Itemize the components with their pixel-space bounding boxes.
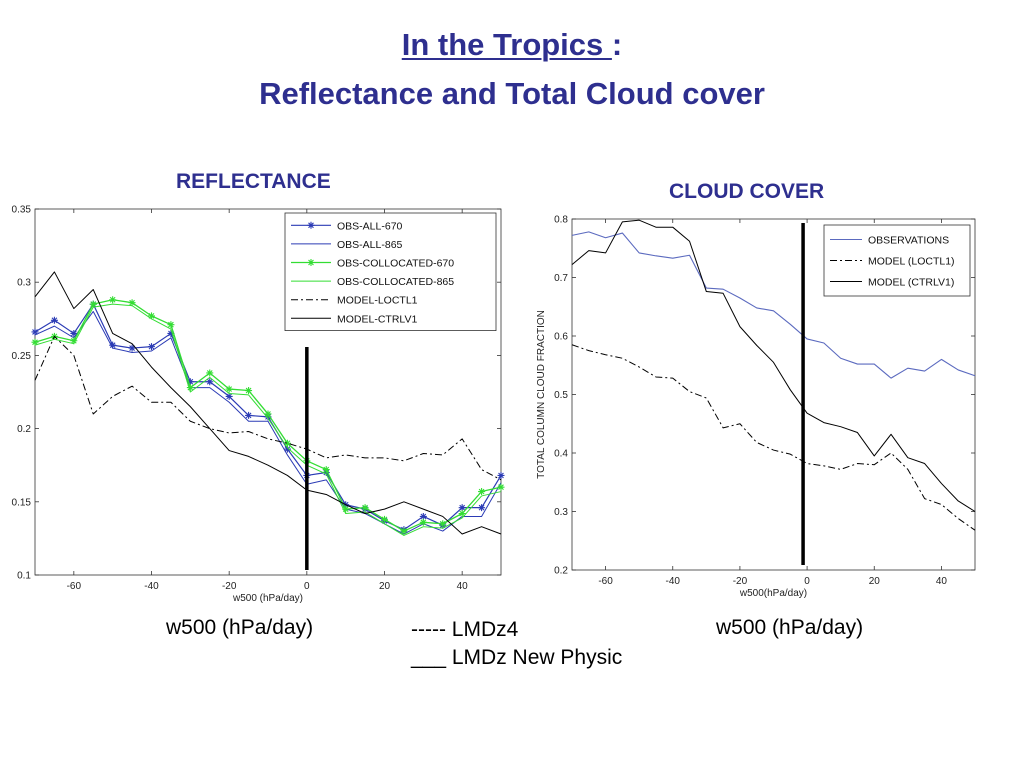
- chart0-y-tick-label: 0.2: [17, 424, 31, 435]
- chart0-legend-label: OBS-ALL-865: [337, 239, 403, 251]
- chart0-series-2-point: [419, 518, 427, 526]
- chart0-series-0-point: [478, 504, 486, 512]
- chart0-legend-label: OBS-ALL-670: [337, 220, 403, 232]
- chart0-series-2-point: [458, 510, 466, 518]
- chart1-y-tick-label: 0.5: [554, 390, 568, 401]
- chart0-series-2-point: [361, 504, 369, 512]
- chart0-series-0-point: [186, 378, 194, 386]
- chart0-series-0-point: [206, 378, 214, 386]
- chart0-series-0-point: [283, 445, 291, 453]
- chart0-series-line-4: [34, 335, 502, 481]
- chart0-series-2-point: [206, 369, 214, 377]
- chart0-y-tick-label: 0.35: [12, 205, 32, 216]
- chart0-x-axis-label: w500 (hPa/day): [232, 593, 303, 604]
- chart0-series-2-point: [264, 410, 272, 418]
- chart1-x-tick-label: 0: [804, 576, 810, 587]
- chart1-x-tick-label: 40: [936, 576, 948, 587]
- chart1-series-line-0: [571, 231, 976, 379]
- chart0-series-2-point: [186, 384, 194, 392]
- chart0-series-2-point: [225, 385, 233, 393]
- chart0-x-tick-label: 20: [379, 581, 391, 592]
- cloud-cover-chart: -60 -40 -20 0 20 40 0.2 0.3 0.4 0.5 0.6 0.7 0.8 w500(…: [536, 215, 976, 599]
- chart0-legend-box: [284, 212, 497, 331]
- chart0-series-0-point: [167, 329, 175, 337]
- chart0-legend-marker: [307, 259, 315, 266]
- chart0-legend-label: OBS-COLLOCATED-670: [337, 258, 454, 270]
- chart0-series-0-point: [70, 329, 78, 337]
- chart0-series-2-point: [245, 387, 253, 395]
- chart1-legend-label: OBSERVATIONS: [868, 235, 949, 247]
- chart0-series-2-point: [497, 483, 505, 491]
- chart1-x-tick-label: -20: [733, 576, 748, 587]
- chart0-series-0-point: [245, 411, 253, 419]
- chart0-series-0-point: [31, 328, 39, 336]
- page-title-line1: In the Tropics :: [0, 27, 1024, 63]
- chart0-series-0-point: [225, 392, 233, 400]
- chart0-series-2-point: [342, 505, 350, 513]
- chart0-legend-label: MODEL-LOCTL1: [337, 295, 418, 307]
- chart1-y-tick-label: 0.6: [554, 332, 568, 343]
- legend-note-lmdz4: ----- LMDz4: [411, 618, 519, 641]
- chart0-x-tick-label: 0: [304, 581, 310, 592]
- chart0-series-2-point: [400, 527, 408, 535]
- chart0-series-2-point: [128, 299, 136, 307]
- chart0-series-0-point: [497, 471, 505, 479]
- chart0-y-tick-label: 0.15: [12, 497, 32, 508]
- chart0-x-tick-label: -20: [222, 581, 237, 592]
- chart0-series-2-point: [167, 321, 175, 329]
- chart0-y-tick-label: 0.1: [17, 571, 31, 582]
- chart0-legend-marker: [307, 221, 315, 229]
- chart0-series-2-point: [322, 466, 330, 474]
- chart1-y-tick-label: 0.2: [554, 566, 568, 577]
- page-title-line2: Reflectance and Total Cloud cover: [259, 76, 765, 111]
- chart0-series-line-3: [34, 303, 502, 536]
- chart0-series-2-point: [31, 338, 39, 346]
- chart1-series-line-2: [571, 219, 976, 512]
- chart0-series-0-point: [50, 316, 58, 324]
- chart1-legend-label: MODEL (CTRLV1): [868, 277, 954, 289]
- chart1-x-axis-label: w500(hPa/day): [739, 588, 807, 599]
- title-colon: :: [611, 27, 623, 62]
- chart1-series-line-1: [571, 344, 976, 531]
- chart1-y-tick-label: 0.4: [554, 449, 568, 460]
- chart0-series-line-1: [34, 310, 502, 535]
- chart0-x-tick-label: 40: [457, 581, 469, 592]
- chart0-series-2-point: [283, 439, 291, 447]
- chart0-x-tick-label: -60: [67, 581, 82, 592]
- chart0-series-2-point: [109, 296, 117, 304]
- chart0-series-2-point: [89, 300, 97, 308]
- chart1-x-tick-label: -40: [666, 576, 681, 587]
- chart1-y-tick-label: 0.7: [554, 273, 568, 284]
- chart0-legend-label: OBS-COLLOCATED-865: [337, 276, 454, 288]
- right-x-axis-caption: w500 (hPa/day): [716, 616, 864, 639]
- chart0-series-2-point: [439, 520, 447, 528]
- cloud-cover-chart-title: CLOUD COVER: [669, 180, 825, 203]
- chart0-series-0-point: [128, 344, 136, 352]
- chart1-x-tick-label: -60: [598, 576, 613, 587]
- chart1-y-tick-label: 0.3: [554, 507, 568, 518]
- chart0-y-tick-label: 0.25: [12, 351, 32, 362]
- chart0-series-line-5: [34, 271, 502, 535]
- chart0-series-0-point: [148, 343, 155, 351]
- chart0-series-2-point: [148, 312, 155, 320]
- chart0-series-2-point: [70, 337, 78, 345]
- chart0-y-tick-label: 0.3: [17, 278, 31, 289]
- title-tropics: In the Tropics: [401, 27, 612, 62]
- left-x-axis-caption: w500 (hPa/day): [166, 616, 314, 639]
- chart0-series-2-point: [381, 515, 388, 523]
- chart0-legend-label: MODEL-CTRLV1: [337, 313, 417, 325]
- chart1-legend-label: MODEL (LOCTL1): [868, 256, 955, 268]
- chart1-x-tick-label: 20: [869, 576, 881, 587]
- chart0-series-0-point: [419, 512, 427, 520]
- chart0-series-0-point: [109, 341, 117, 349]
- chart0-x-tick-label: -40: [144, 581, 159, 592]
- reflectance-chart: -60 -40 -20 0 20 40 0.1 0.15 0.2 0.25 0.3 0.35 w500 …: [12, 205, 505, 604]
- chart1-y-tick-label: 0.8: [554, 215, 568, 226]
- chart0-series-0-point: [458, 504, 466, 512]
- chart0-series-2-point: [478, 488, 486, 496]
- chart0-plot-frame: [34, 208, 502, 576]
- chart1-y-axis-label: TOTAL COLUMN CLOUD FRACTION: [536, 310, 547, 479]
- reflectance-chart-title: REFLECTANCE: [176, 170, 331, 193]
- legend-note-new-physic: ___ LMDz New Physic: [411, 646, 623, 669]
